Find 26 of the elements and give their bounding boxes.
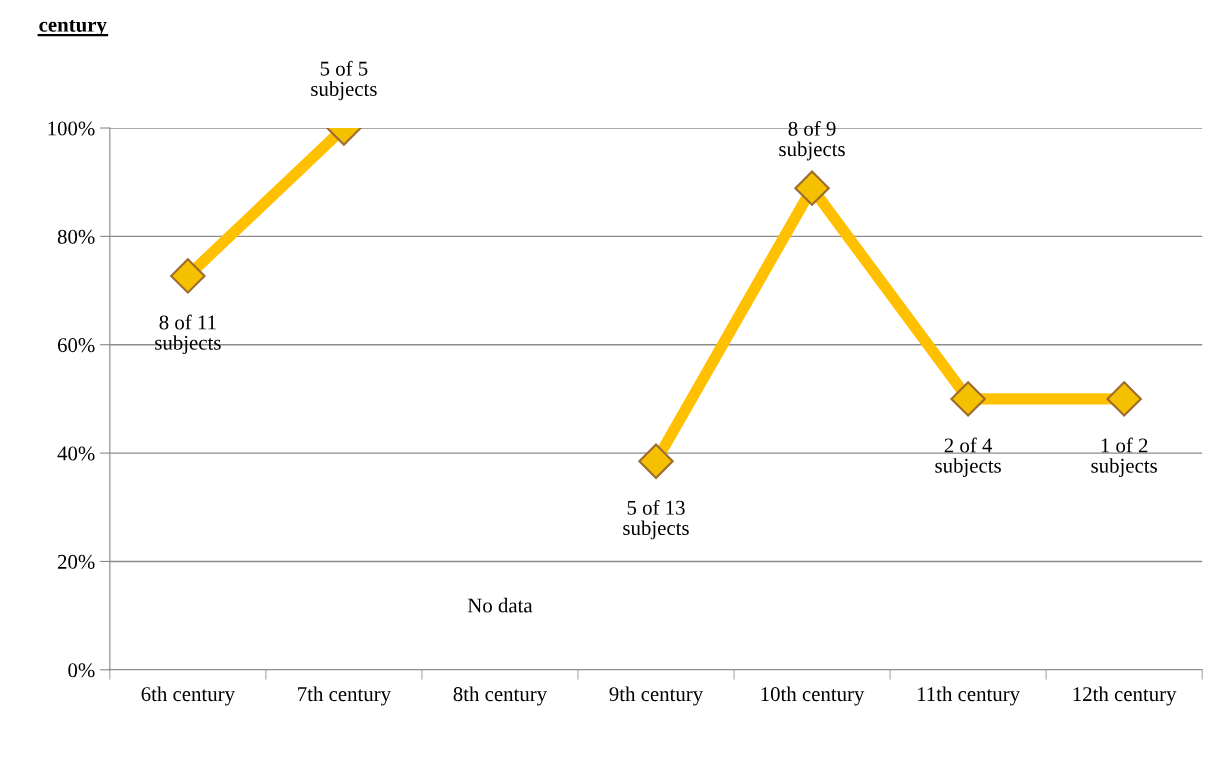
point [1106, 381, 1142, 417]
x-tick-label: 11th century [917, 686, 1020, 706]
x-tick-label: 9th century [609, 686, 704, 706]
annotation: 5 of 13 subjects [623, 499, 689, 540]
annotation: 2 of 4 subjects [935, 437, 1001, 478]
annotation: 5 of 5 subjects [311, 60, 377, 101]
y-tick-label: 40% [57, 446, 95, 461]
x-tick-label: 7th century [298, 686, 391, 706]
x-tick-label: 10th century [761, 686, 865, 706]
x-tick-label: 8th century [453, 686, 548, 706]
y-tick-label: 60% [57, 338, 95, 353]
point [638, 443, 674, 479]
annotation: 8 of 9 subjects [779, 120, 845, 161]
point [950, 381, 986, 417]
chart-title: century [39, 19, 107, 37]
y-tick-label: 20% [57, 554, 95, 569]
annotation: No data [467, 597, 533, 613]
y-tick-label: 0% [68, 663, 95, 678]
annotation: 1 of 2 subjects [1091, 437, 1157, 478]
point [794, 170, 830, 206]
y-tick-label: 80% [57, 229, 95, 244]
point [170, 258, 206, 294]
y-tick-label: 100% [48, 121, 95, 136]
x-tick-label: 12th century [1073, 686, 1177, 706]
annotation: 8 of 11 subjects [155, 314, 221, 355]
x-tick-label: 6th century [141, 686, 235, 706]
